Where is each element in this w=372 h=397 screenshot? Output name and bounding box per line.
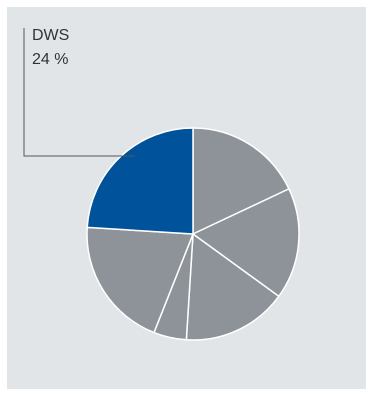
callout-label: DWS — [32, 27, 70, 44]
pie-slice-1 — [192, 127, 290, 236]
callout-value: 24 % — [32, 51, 69, 68]
pie-slice-dws — [86, 127, 194, 235]
pie-slices — [86, 127, 300, 341]
pie-slice-5 — [86, 226, 195, 334]
callout-leader-line — [23, 28, 135, 157]
pie-slice-2 — [191, 187, 300, 298]
pie-slice-3 — [185, 232, 280, 341]
